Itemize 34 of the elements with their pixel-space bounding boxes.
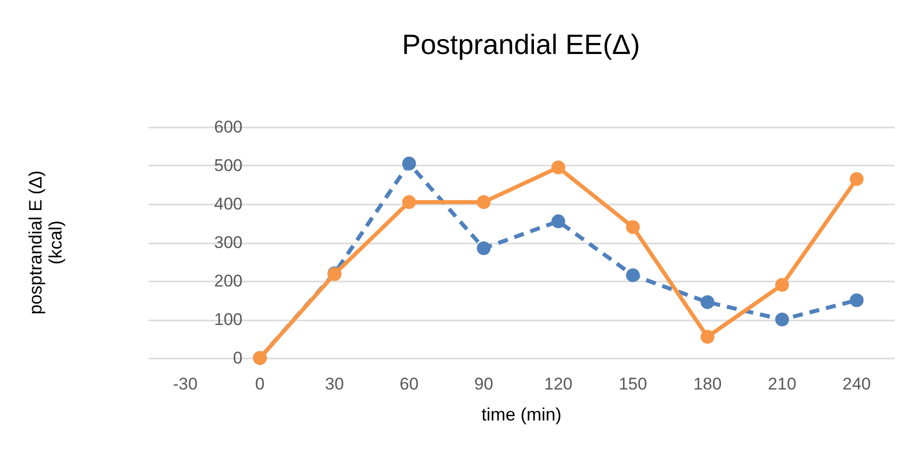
point xyxy=(402,195,416,209)
x-tick-label: 90 xyxy=(474,374,494,394)
y-tick-label: 300 xyxy=(214,233,242,252)
x-tick-label: 180 xyxy=(693,374,722,394)
point xyxy=(700,330,714,344)
x-tick-label: 240 xyxy=(842,374,871,394)
point xyxy=(551,160,566,174)
point xyxy=(626,220,640,234)
y-tick-label: 600 xyxy=(214,118,242,136)
x-tick-label: 0 xyxy=(255,374,265,394)
point xyxy=(775,278,789,292)
point xyxy=(700,295,714,310)
x-tick-label: -30 xyxy=(173,374,198,394)
y-tick-label: 100 xyxy=(214,310,242,329)
x-axis-title: time (min) xyxy=(482,404,562,424)
y-tick-label: 0 xyxy=(233,348,242,368)
x-tick-label: 150 xyxy=(618,374,648,394)
point xyxy=(775,312,789,326)
x-tick-label: 60 xyxy=(400,374,419,394)
y-tick-label: 200 xyxy=(214,272,242,290)
point xyxy=(476,241,491,256)
point xyxy=(626,268,640,282)
y-tick-label: 400 xyxy=(214,194,242,214)
chart-title: Postprandial EE(Δ) xyxy=(402,29,640,60)
x-tick-label: 30 xyxy=(325,374,344,394)
point xyxy=(850,293,864,308)
point xyxy=(850,172,864,186)
point xyxy=(476,195,491,209)
point xyxy=(551,214,566,228)
x-tick-label: 120 xyxy=(544,374,572,394)
y-tick-label: 500 xyxy=(214,156,242,175)
point xyxy=(402,156,416,170)
y-axis-title: posptrandial E (Δ) (kcal) xyxy=(26,170,66,315)
x-tick-label: 210 xyxy=(768,374,796,394)
